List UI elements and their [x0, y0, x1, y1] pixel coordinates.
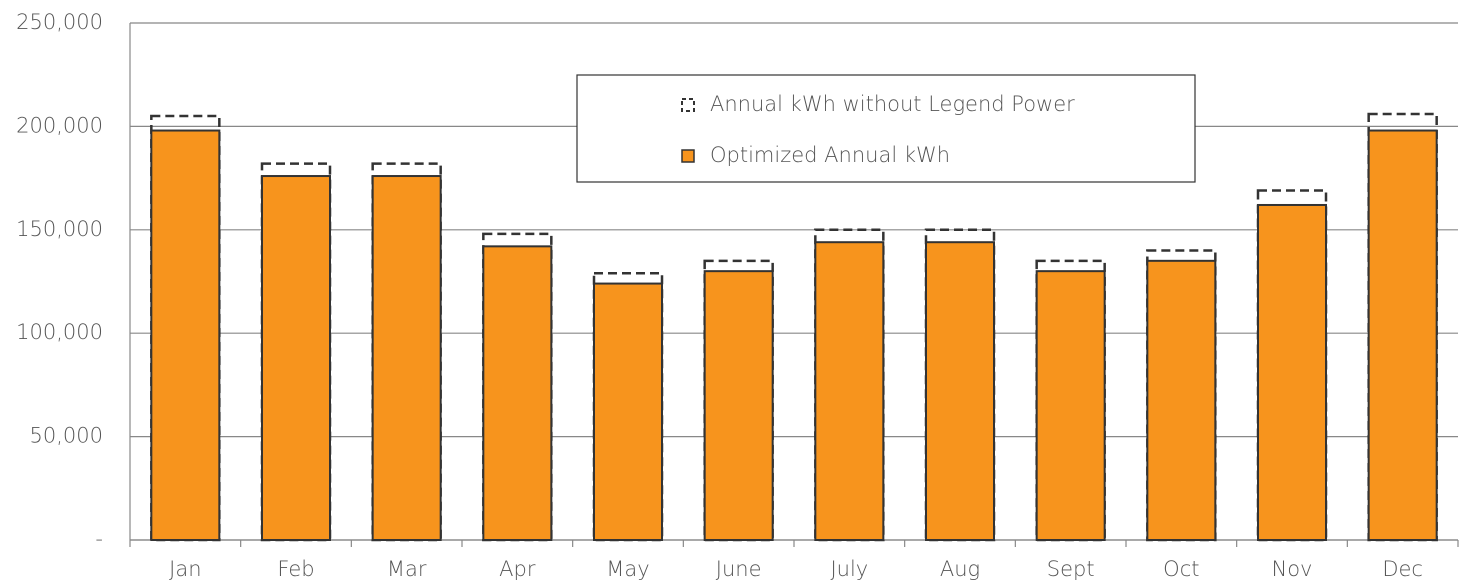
legend-swatch: [681, 149, 695, 163]
x-tick-label: Mar: [387, 557, 427, 581]
legend-box: [576, 74, 1196, 183]
x-tick-label: July: [830, 557, 868, 581]
bar: [1035, 270, 1106, 541]
bar: [1367, 129, 1438, 541]
legend-label: Optimized Annual kWh: [710, 143, 950, 167]
y-tick-label: 200,000: [16, 113, 103, 137]
x-tick-label: Nov: [1272, 557, 1313, 581]
legend-swatch: [681, 98, 695, 112]
x-tick-label: Apr: [499, 557, 536, 581]
x-tick-label: Dec: [1382, 557, 1423, 581]
bar: [261, 175, 331, 541]
y-tick-label: 100,000: [16, 320, 103, 344]
x-tick-label: May: [606, 557, 649, 581]
y-tick-label: 150,000: [16, 217, 103, 241]
bar: [1257, 203, 1327, 541]
x-tick-label: Jan: [169, 557, 201, 581]
bar: [150, 129, 221, 541]
y-tick-label: 50,000: [30, 424, 103, 448]
legend-label: Annual kWh without Legend Power: [710, 92, 1075, 116]
y-tick-label: 250,000: [16, 10, 103, 34]
bar: [1146, 259, 1217, 541]
bar: [482, 245, 553, 541]
bar: [371, 175, 442, 541]
x-tick-label: Aug: [940, 557, 980, 581]
x-tick-label: Sept: [1047, 557, 1095, 581]
y-tick-label: -: [95, 527, 103, 551]
bar: [814, 241, 885, 541]
x-tick-label: Feb: [277, 557, 314, 581]
bar: [593, 282, 663, 541]
x-tick-label: Oct: [1163, 557, 1199, 581]
bar: [925, 241, 995, 541]
x-tick-label: June: [716, 557, 762, 581]
bar: [703, 270, 774, 541]
